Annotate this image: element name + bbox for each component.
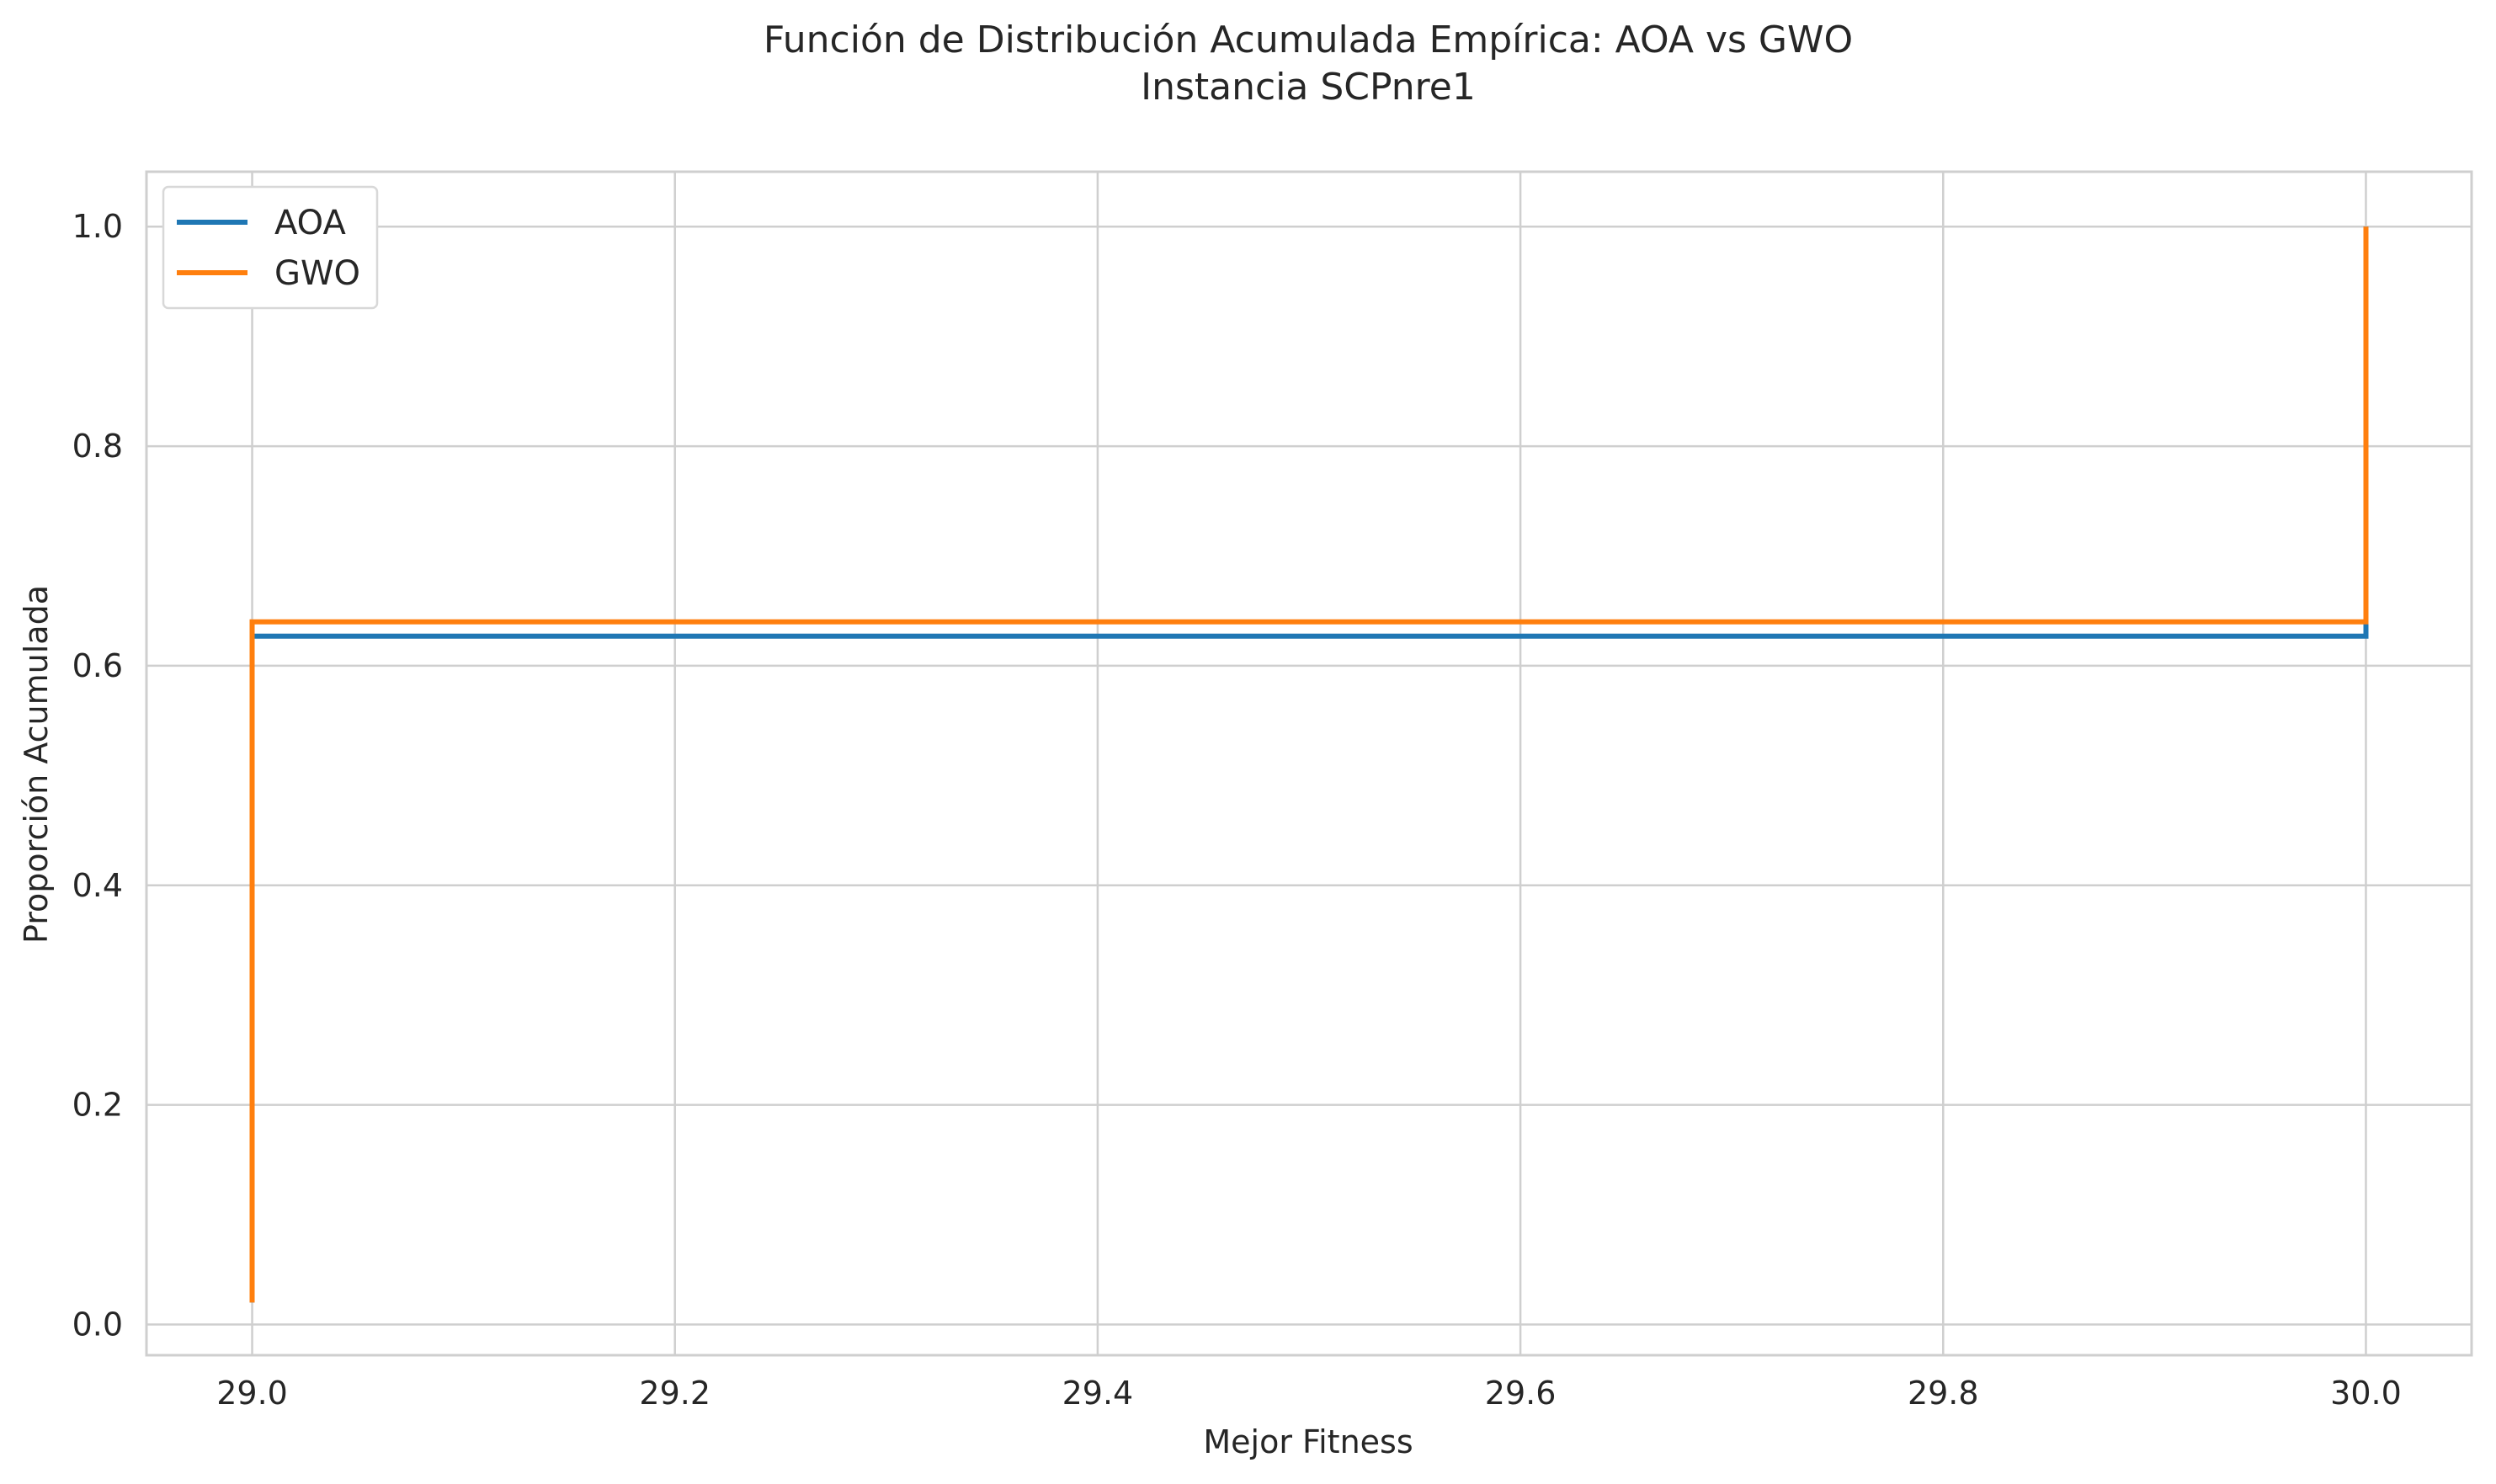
y-tick-label: 0.6: [72, 647, 123, 684]
chart-title: Función de Distribución Acumulada Empíri…: [764, 19, 1853, 61]
y-tick-label: 0.4: [72, 867, 123, 904]
x-tick-label: 29.2: [639, 1375, 710, 1412]
x-axis-label: Mejor Fitness: [1203, 1423, 1413, 1460]
chart-subtitle: Instancia SCPnre1: [1141, 66, 1476, 109]
legend-label-gwo: GWO: [274, 254, 360, 293]
y-tick-label: 1.0: [72, 208, 123, 245]
x-tick-label: 29.8: [1908, 1375, 1979, 1412]
y-tick-label: 0.0: [72, 1306, 123, 1343]
series-line-aoa: [249, 226, 2369, 1303]
series-line-gwo: [249, 226, 2369, 1303]
grid: [146, 172, 2472, 1355]
plot-frame: [145, 170, 2473, 1357]
y-tick-label: 0.8: [72, 428, 123, 465]
series-lines: [249, 226, 2369, 1303]
x-tick-label: 30.0: [2330, 1375, 2402, 1412]
legend-label-aoa: AOA: [274, 204, 346, 242]
x-tick-label: 29.6: [1485, 1375, 1557, 1412]
x-tick-label: 29.4: [1062, 1375, 1134, 1412]
y-axis-label: Proporción Acumulada: [18, 585, 55, 944]
legend: AOA GWO: [162, 185, 379, 310]
x-tick-label: 29.0: [216, 1375, 288, 1412]
axis-ticks: 29.0 29.2 29.4 29.6 29.8 30.0 0.0 0.2 0.4 0.6 0.8 1…: [72, 208, 2402, 1412]
legend-box: [162, 185, 379, 310]
y-tick-label: 0.2: [72, 1087, 123, 1124]
